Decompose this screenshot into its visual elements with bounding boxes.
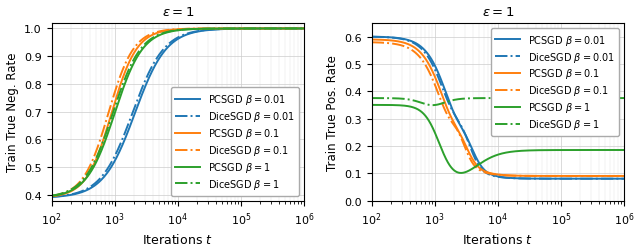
Y-axis label: Train True Pos. Rate: Train True Pos. Rate [326,55,339,170]
Title: $\varepsilon = 1$: $\varepsilon = 1$ [481,6,514,18]
Title: $\varepsilon = 1$: $\varepsilon = 1$ [161,6,194,18]
Legend: PCSGD $\beta = 0.01$, DiceSGD $\beta = 0.01$, PCSGD $\beta = 0.1$, DiceSGD $\bet: PCSGD $\beta = 0.01$, DiceSGD $\beta = 0… [171,88,300,196]
X-axis label: Iterations $t$: Iterations $t$ [143,233,213,246]
X-axis label: Iterations $t$: Iterations $t$ [463,233,533,246]
Legend: PCSGD $\beta = 0.01$, DiceSGD $\beta = 0.01$, PCSGD $\beta = 0.1$, DiceSGD $\bet: PCSGD $\beta = 0.01$, DiceSGD $\beta = 0… [491,29,620,137]
Y-axis label: Train True Neg. Rate: Train True Neg. Rate [6,53,19,172]
